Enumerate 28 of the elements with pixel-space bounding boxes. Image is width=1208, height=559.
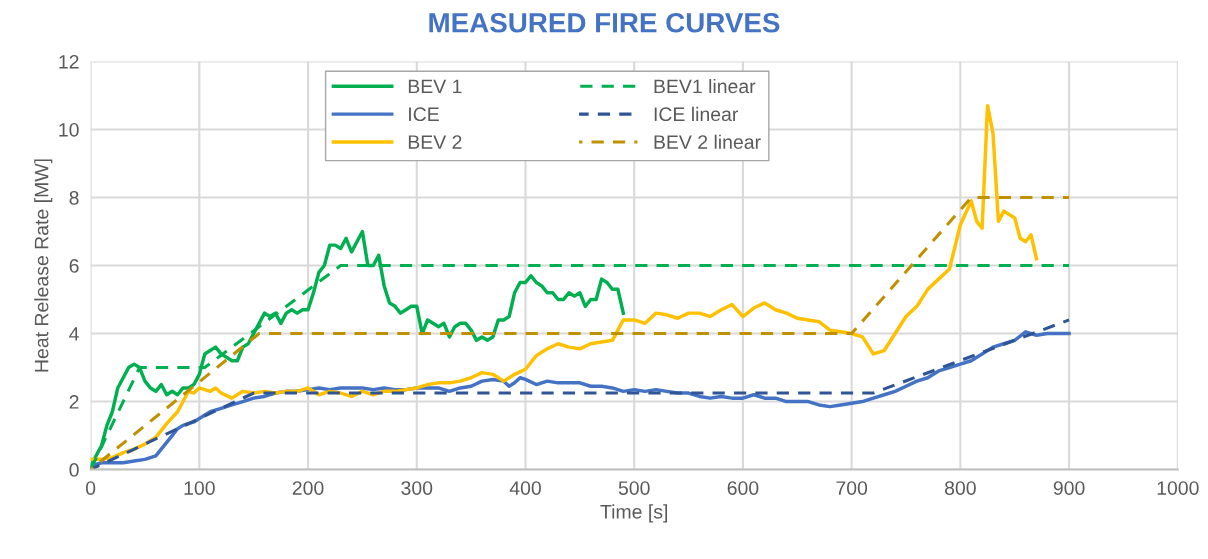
x-tick-label: 500 (618, 481, 650, 495)
legend-label: BEV 1 (408, 79, 462, 94)
y-tick-label: 6 (69, 258, 79, 273)
legend-label: BEV 2 (408, 135, 462, 149)
chart-title: MEASURED FIRE CURVES (429, 12, 780, 33)
y-tick-label: 12 (59, 54, 79, 69)
x-tick-label: 600 (727, 481, 759, 495)
y-axis-title: Heat Release Rate [MW] (34, 159, 53, 372)
legend-label: BEV1 linear (654, 78, 756, 94)
x-tick-label: 800 (944, 481, 976, 495)
y-tick-label: 0 (69, 463, 79, 477)
x-tick-label: 700 (836, 481, 868, 495)
x-tick-label: 900 (1053, 481, 1085, 495)
x-tick-label: 300 (401, 481, 433, 495)
x-tick-label: 0 (85, 481, 96, 495)
legend-label: ICE linear (654, 106, 739, 122)
x-axis-title: Time [s] (600, 504, 668, 523)
x-tick-label: 200 (292, 481, 324, 495)
x-tick-label: 1000 (1157, 481, 1199, 495)
y-tick-label: 8 (69, 190, 79, 205)
y-tick-label: 10 (59, 122, 79, 137)
legend-label: BEV 2 linear (654, 134, 761, 149)
line-series (90, 103, 1039, 462)
x-tick-label: 400 (509, 481, 541, 495)
y-tick-label: 2 (69, 395, 79, 409)
x-tick-label: 100 (184, 481, 215, 495)
y-tick-label: 4 (69, 327, 79, 341)
legend-label: ICE (409, 107, 439, 122)
